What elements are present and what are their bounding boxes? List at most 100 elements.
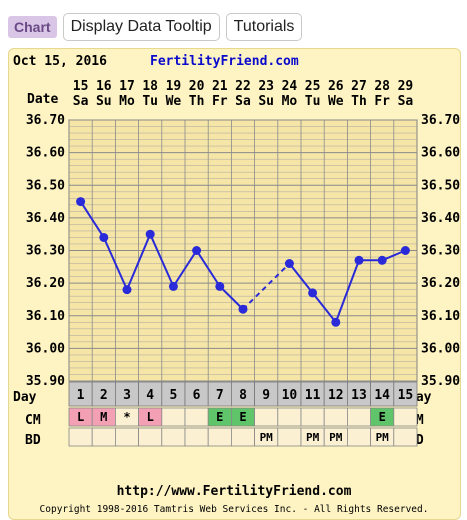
y-tick-label-left: 36.30 [26, 244, 65, 259]
cm-cell [346, 407, 371, 427]
y-tick-label-left: 36.00 [26, 341, 65, 356]
weekday-label: Sa [73, 94, 89, 109]
temp-point [99, 232, 109, 242]
day-number: 14 [374, 388, 390, 403]
date-label: 26 [328, 79, 344, 94]
chart-tab[interactable]: Chart [8, 16, 57, 38]
chart-canvas: Oct 15, 2016 FertilityFriend.com Date Da… [13, 54, 460, 515]
weekday-label: Su [96, 94, 112, 109]
bd-value: PM [329, 431, 343, 444]
temp-point [284, 259, 294, 269]
temp-line-segment [102, 237, 128, 291]
day-number: 1 [77, 388, 85, 403]
day-number: 13 [351, 388, 367, 403]
y-tick-label-left: 36.20 [26, 276, 65, 291]
cm-value: L [147, 410, 154, 424]
temp-point [377, 255, 387, 265]
temp-line-segment [311, 292, 337, 323]
weekday-label: Th [351, 94, 367, 109]
date-label: 28 [374, 79, 390, 94]
day-number: 2 [100, 388, 108, 403]
date-label: 17 [119, 79, 135, 94]
weekday-label: Sa [398, 94, 414, 109]
weekday-label: Mo [282, 94, 298, 109]
weekday-label: Fr [212, 94, 228, 109]
bd-cell [184, 427, 209, 447]
cm-cell [161, 407, 186, 427]
tutorials-button[interactable]: Tutorials [225, 13, 303, 41]
day-number: 10 [282, 388, 298, 403]
date-label: 21 [212, 79, 228, 94]
y-tick-label-right: 36.10 [421, 309, 460, 324]
date-label: 29 [398, 79, 414, 94]
y-tick-label-left: 36.40 [26, 211, 65, 226]
bd-row-label-left: BD [25, 433, 41, 448]
date-label: 27 [351, 79, 367, 94]
bd-cell [68, 427, 93, 447]
bd-cell [277, 427, 302, 447]
bd-value: PM [306, 431, 320, 444]
day-number: 3 [123, 388, 131, 403]
date-label: 23 [258, 79, 274, 94]
y-tick-label-right: 36.20 [421, 276, 460, 291]
weekday-label: Sa [235, 94, 251, 109]
y-tick-label-left: 35.90 [26, 374, 65, 389]
y-tick-label-right: 36.60 [421, 146, 460, 161]
y-tick-label-right: 36.00 [421, 341, 460, 356]
cm-cell [254, 407, 279, 427]
date-label: 19 [166, 79, 182, 94]
day-row-label-left: Day [13, 390, 37, 405]
cm-cell [184, 407, 209, 427]
temp-line-segment [195, 249, 221, 287]
temp-point [145, 229, 155, 239]
temp-line-gap [242, 262, 291, 310]
bd-value: PM [260, 431, 274, 444]
temp-line-segment [288, 262, 314, 294]
day-number: 6 [193, 388, 201, 403]
cm-cell [393, 407, 418, 427]
cm-value: E [216, 410, 223, 424]
weekday-label: Mo [119, 94, 135, 109]
y-tick-label-right: 36.70 [421, 113, 460, 128]
day-number: 4 [146, 388, 154, 403]
weekday-label: Fr [374, 94, 390, 109]
footer-url[interactable]: http://www.FertilityFriend.com [117, 484, 352, 499]
brand-title: FertilityFriend.com [150, 54, 299, 69]
temp-point [122, 285, 132, 295]
day-number: 7 [216, 388, 224, 403]
temp-line-segment [172, 249, 198, 287]
y-tick-label-right: 35.90 [421, 374, 460, 389]
bd-cell [230, 427, 255, 447]
weekday-label: Tu [305, 94, 321, 109]
date-row-label: Date [27, 92, 58, 107]
temp-point [192, 246, 202, 255]
bd-cell [346, 427, 371, 447]
cm-value: * [123, 410, 130, 424]
temp-line-segment [219, 285, 244, 310]
display-data-tooltip-button[interactable]: Display Data Tooltip [62, 13, 220, 41]
temp-line-segment [149, 233, 175, 287]
cm-value: E [239, 410, 246, 424]
y-tick-label-right: 36.40 [421, 211, 460, 226]
day-number: 8 [239, 388, 247, 403]
chart-date: Oct 15, 2016 [13, 54, 107, 69]
temp-point [76, 197, 86, 207]
y-tick-label-left: 36.70 [26, 113, 65, 128]
temp-line-segment [334, 259, 360, 323]
fertility-chart: Oct 15, 2016 FertilityFriend.com Date Da… [8, 48, 461, 520]
date-label: 25 [305, 79, 321, 94]
bd-cell [393, 427, 418, 447]
temp-point [168, 281, 178, 291]
cm-cell [277, 407, 302, 427]
date-label: 20 [189, 79, 205, 94]
temp-point [238, 304, 248, 314]
day-number: 12 [328, 388, 344, 403]
weekday-label: Tu [142, 94, 158, 109]
bd-value: PM [376, 431, 390, 444]
day-number: 11 [305, 388, 321, 403]
temp-line-segment [79, 201, 105, 238]
cm-row-label-left: CM [25, 413, 41, 428]
date-label: 22 [235, 79, 251, 94]
date-label: 18 [142, 79, 158, 94]
cm-value: E [379, 410, 386, 424]
